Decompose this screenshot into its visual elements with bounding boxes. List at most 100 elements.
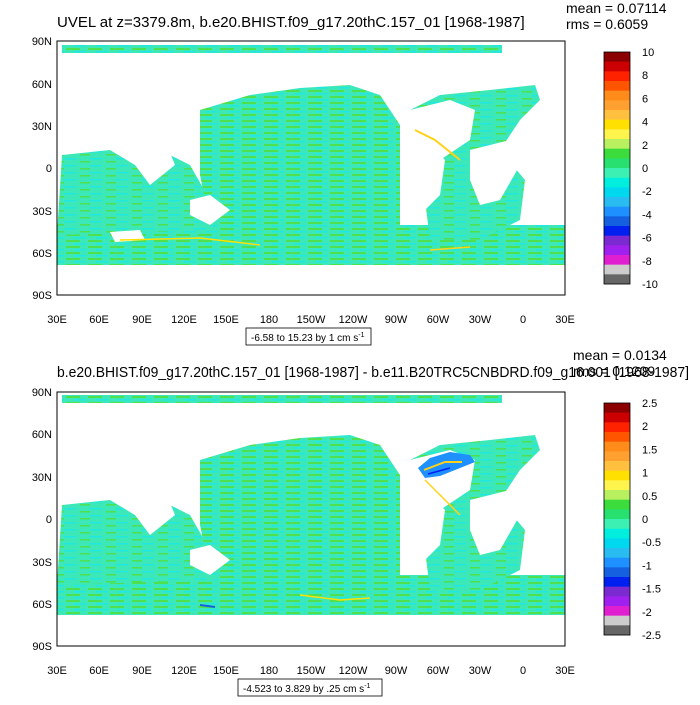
colorbar-swatch [604, 177, 630, 188]
colorbar-label: 1.5 [642, 444, 657, 456]
colorbar-swatch [604, 255, 630, 265]
colorbar-label: -0.5 [642, 537, 661, 549]
colorbar-swatch [604, 129, 630, 140]
colorbar-swatch [604, 90, 630, 101]
panel-1-lon-label: 120W [339, 314, 368, 326]
colorbar-label: 2 [642, 421, 648, 433]
panel-1-lon-label: 30E [47, 314, 67, 326]
colorbar-swatch [604, 197, 630, 207]
svg-text:-6.58 to 15.23 by 1 cm s-1: -6.58 to 15.23 by 1 cm s-1 [251, 332, 365, 344]
panel-2-lat-label: 90N [32, 387, 52, 399]
colorbar-swatch [604, 422, 630, 433]
colorbar-swatch [604, 615, 630, 626]
colorbar-swatch [604, 412, 630, 423]
colorbar-swatch [604, 490, 630, 500]
colorbar-label: -2.5 [642, 630, 661, 642]
colorbar-swatch [604, 245, 630, 256]
colorbar-label: 2 [642, 140, 648, 152]
panel-1-contour-unit-exp: -1 [358, 332, 364, 339]
colorbar-label: 4 [642, 117, 648, 129]
panel-1-lon-label: 60E [89, 314, 109, 326]
colorbar-swatch [604, 519, 630, 529]
panel-1-rms: rms = 0.6059 [566, 16, 648, 32]
panel-1-lon-label: 90E [132, 314, 152, 326]
colorbar-label: -2 [642, 186, 652, 198]
panel-2-lat-label: 30N [32, 472, 52, 484]
colorbar-label: -10 [642, 279, 658, 291]
panel-1-lon-label: 30W [469, 314, 492, 326]
panel-2-rms: rms = 0.1209 [573, 363, 655, 379]
panel-2-lon-label: 150E [213, 665, 239, 677]
panel-1-lon-label: 90W [385, 314, 408, 326]
colorbar-frame [603, 51, 631, 285]
panel-1-lon-label: 120E [171, 314, 197, 326]
colorbar-swatch [604, 216, 630, 227]
colorbar-label: 6 [642, 93, 648, 105]
panel-1-lon-label: 60W [427, 314, 450, 326]
colorbar-frame [603, 402, 631, 636]
panel-2-contour-unit-exp: -1 [364, 683, 370, 690]
colorbar-swatch [604, 148, 630, 159]
panel-1-contour-info-box: -6.58 to 15.23 by 1 cm s-1 [245, 327, 372, 346]
colorbar-swatch [604, 625, 630, 636]
panel-1-lon-label: 0 [520, 314, 526, 326]
panel-2-lon-label: 150W [297, 665, 326, 677]
colorbar-label: -1 [642, 560, 652, 572]
panel-2-lon-label: 60W [427, 665, 450, 677]
colorbar-swatch [604, 441, 630, 452]
panel-1-lat-label: 90S [32, 290, 52, 302]
colorbar-label: 2.5 [642, 398, 657, 410]
colorbar-swatch [604, 119, 630, 130]
panel-2-lon-label: 60E [89, 665, 109, 677]
panel-2-mean: mean = 0.0134 [573, 347, 667, 363]
panel-1-lat-axis: 90N 60N 30N 0 30S 60S 90S [32, 36, 52, 302]
panel-2-lon-label: 0 [520, 665, 526, 677]
panel-1: UVEL at z=3379.8m, b.e20.BHIST.f09_g17.2… [32, 0, 667, 346]
panel-2-lon-label: 120E [171, 665, 197, 677]
panel-2-lon-axis: 30E 60E 90E 120E 150E 180 150W 120W 90W … [47, 665, 575, 677]
panel-2-lon-label: 30W [469, 665, 492, 677]
panel-2-map [56, 391, 566, 647]
colorbar-label: 0 [642, 514, 648, 526]
colorbar-swatch [604, 548, 630, 558]
colorbar-label: -1.5 [642, 584, 661, 596]
colorbar-swatch [604, 52, 630, 62]
panel-2-lat-label: 60N [32, 429, 52, 441]
colorbar-swatch [604, 110, 630, 120]
panel-1-lon-label: 30E [555, 314, 575, 326]
colorbar-swatch [604, 100, 630, 111]
colorbar-swatch [604, 451, 630, 462]
panel-2-lon-label: 90W [385, 665, 408, 677]
colorbar-swatch [604, 499, 630, 510]
colorbar-swatch [604, 461, 630, 471]
colorbar-label: 1 [642, 468, 648, 480]
panel-1-lat-label: 60S [32, 248, 52, 260]
panel-2-lon-label: 30E [555, 665, 575, 677]
colorbar-label: 0 [642, 163, 648, 175]
panel-1-title: UVEL at z=3379.8m, b.e20.BHIST.f09_g17.2… [57, 14, 525, 31]
panel-1-lat-label: 60N [32, 79, 52, 91]
panel-1-contour-info: -6.58 to 15.23 by 1 cm s [251, 333, 358, 344]
panel-2-lat-label: 90S [32, 641, 52, 653]
colorbar-swatch [604, 586, 630, 597]
colorbar-swatch [604, 432, 630, 442]
colorbar-swatch [604, 606, 630, 616]
colorbar-swatch [604, 139, 630, 149]
panel-2-lat-label: 60S [32, 599, 52, 611]
panel-2-contour-info: -4.523 to 3.829 by .25 cm s [243, 684, 364, 695]
colorbar-swatch [604, 187, 630, 198]
colorbar-swatch [604, 557, 630, 568]
colorbar-label: -4 [642, 209, 652, 221]
panel-1-lon-label: 150E [213, 314, 239, 326]
svg-text:-4.523 to 3.829 by .25 cm s-1: -4.523 to 3.829 by .25 cm s-1 [243, 683, 371, 695]
panel-1-lat-label: 90N [32, 36, 52, 48]
colorbar-label: 10 [642, 47, 654, 59]
colorbar-label: 0.5 [642, 491, 657, 503]
colorbar-swatch [604, 158, 630, 169]
colorbar-swatch [604, 528, 630, 539]
panel-2-lat-label: 0 [46, 514, 52, 526]
panel-2-colorbar: 2.5 2 1.5 1 0.5 0 -0.5 -1 -1.5 -2 -2.5 [603, 398, 661, 642]
colorbar-swatch [604, 577, 630, 587]
colorbar-swatch [604, 61, 630, 72]
